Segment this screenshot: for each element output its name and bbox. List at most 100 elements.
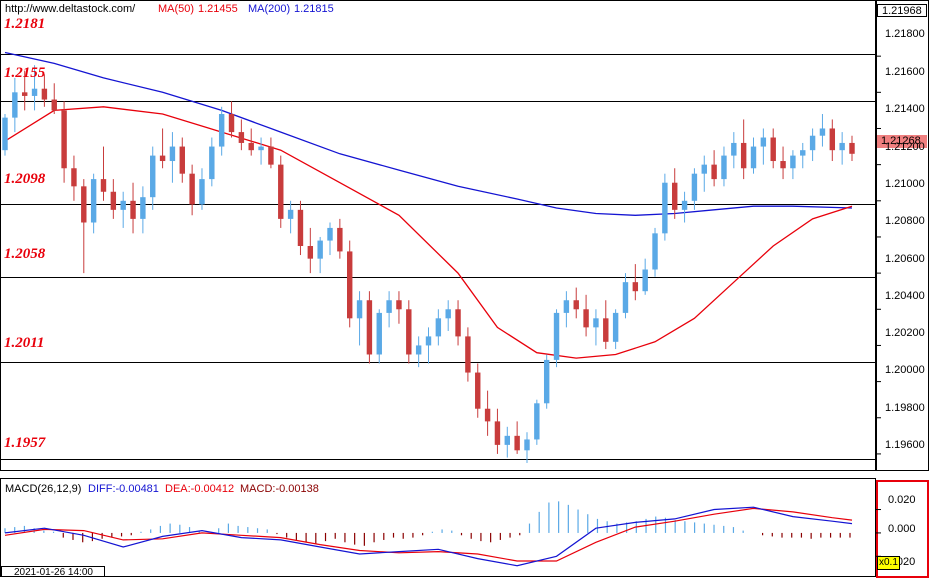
candle-body [731, 142, 737, 156]
candle-body [21, 92, 28, 96]
candle-body [632, 282, 639, 292]
y-tick-label: 1.21800 [885, 28, 925, 40]
candle-body [297, 209, 304, 246]
candle-body [809, 135, 816, 151]
top-price-label: 1.21968 [877, 4, 927, 17]
ma200-line [4, 51, 853, 216]
candle-body [740, 142, 747, 169]
candle-body [150, 155, 156, 198]
y-tick-label: 1.19800 [885, 402, 925, 414]
candle-body [100, 179, 107, 192]
source-url: http://www.deltastock.com/ [5, 3, 136, 15]
candle-body [238, 132, 245, 143]
candle-body [376, 312, 382, 355]
y-tick-label: 1.20800 [885, 215, 925, 227]
candle-body [839, 142, 845, 151]
macd-pane-frame [0, 478, 876, 577]
candle-body [622, 282, 629, 313]
candle-body [179, 146, 185, 174]
candle-body [514, 435, 520, 451]
candle-body [435, 318, 442, 337]
candle-body [41, 88, 48, 100]
candle-body [396, 300, 402, 310]
candle-body [317, 240, 323, 259]
candle-body [278, 164, 284, 219]
candle-body [415, 345, 422, 355]
candle-body [228, 114, 235, 133]
candle-body [770, 137, 776, 162]
candle-body [534, 403, 540, 440]
y-tick-label: 1.19600 [885, 439, 925, 451]
candle-body [760, 137, 767, 147]
y-tick-label: 1.20600 [885, 253, 925, 265]
level-label: 1.2058 [4, 246, 46, 262]
y-tick-label: 1.21000 [885, 178, 925, 190]
macd-title: MACD(26,12,9) [5, 483, 82, 495]
price-axis-frame [876, 0, 929, 471]
candle-body [90, 179, 97, 223]
candle-body [307, 246, 314, 259]
crosshair-date-label: 2021-01-26 14:00 [1, 566, 105, 578]
candle-body [563, 300, 570, 313]
candle-body [553, 312, 560, 360]
candle-body [31, 88, 38, 96]
candle-body [543, 359, 550, 404]
macd-diff-line [4, 506, 853, 567]
candle-body [672, 182, 678, 210]
candle-body [475, 372, 481, 409]
macd-scale-label: x0.1 [877, 556, 900, 570]
macd-dea-line [4, 507, 853, 562]
current-price-label: 1.21268 [877, 135, 927, 148]
candle-body [406, 309, 412, 355]
ma200-label: MA(200) [248, 3, 291, 15]
y-tick-label: 1.21400 [885, 103, 925, 115]
candle-body [790, 155, 796, 169]
level-label: 1.2181 [4, 16, 46, 32]
candle-body [159, 155, 166, 162]
level-label: 1.2098 [4, 171, 46, 187]
candle-body [583, 309, 589, 328]
macd-diff-label: DIFF:-0.00481 [88, 483, 159, 495]
candle-body [327, 227, 333, 241]
candle-body [337, 227, 343, 252]
level-label: 1.1957 [4, 435, 46, 451]
candle-body [347, 251, 353, 319]
candle-body [209, 146, 215, 180]
candle-body [366, 300, 373, 355]
y-tick-label: 1.20200 [885, 327, 925, 339]
candle-body [524, 439, 530, 451]
y-tick-label: 1.21600 [885, 66, 925, 78]
candle-body [268, 146, 274, 165]
macd-dea-label: DEA:-0.00412 [165, 483, 235, 495]
candle-body [504, 435, 510, 445]
candle-body [711, 164, 717, 180]
candle-body [573, 300, 579, 310]
macd-tick-label: 0.020 [888, 494, 916, 506]
candle-body [455, 309, 461, 337]
macd-value-label: MACD:-0.00138 [240, 483, 319, 495]
level-label: 1.2155 [4, 65, 46, 81]
candle-body [120, 200, 126, 210]
ma50-label: MA(50) [158, 3, 195, 15]
candle-body [130, 200, 136, 219]
candle-body [425, 336, 432, 346]
ma200-value: 1.21815 [294, 3, 334, 15]
candle-body [51, 99, 57, 111]
candle-body [819, 128, 826, 136]
candle-body [61, 110, 67, 169]
candle-body [750, 146, 757, 169]
candle-body [662, 182, 668, 234]
candle-body [81, 186, 87, 223]
candle-body [386, 300, 392, 313]
candle-body [652, 233, 658, 270]
candle-body [780, 161, 786, 169]
candle-body [189, 173, 195, 205]
candle-body [721, 155, 727, 180]
candle-body [258, 146, 264, 151]
candle-body [800, 150, 806, 156]
candle-body [287, 209, 294, 219]
candle-body [465, 336, 471, 373]
y-tick-label: 1.20000 [885, 364, 925, 376]
candle-body [12, 92, 18, 118]
